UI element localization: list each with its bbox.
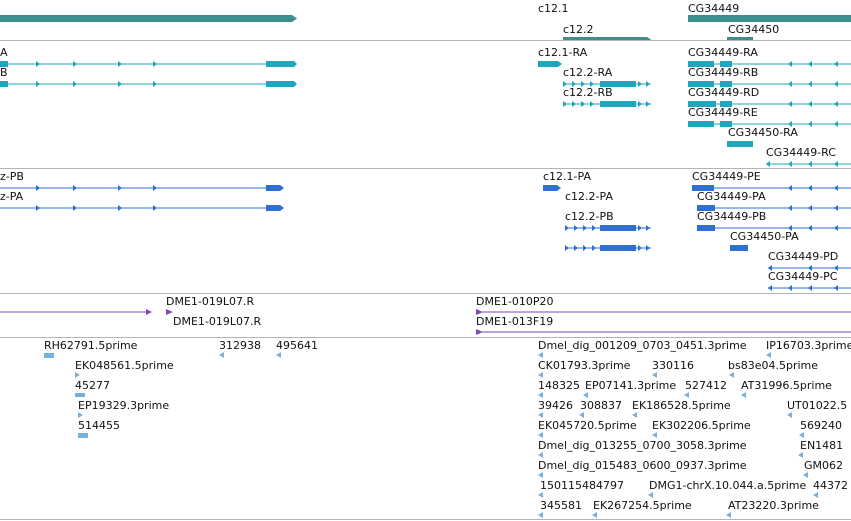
- protein-track: z-PB z-PA c12.1-PA CG34449-PE c12.2-PA C…: [0, 169, 851, 293]
- est-label: EK302206.5prime: [652, 419, 751, 432]
- est-label: AT23220.3prime: [728, 499, 819, 512]
- transcript-label: CG34449-RB: [688, 66, 759, 79]
- protein-label: CG34449-PC: [768, 270, 838, 283]
- track-divider: [0, 293, 851, 294]
- transcript-label: B: [0, 66, 8, 79]
- est-label: 345581: [540, 499, 582, 512]
- protein-label: CG34449-PD: [768, 250, 839, 263]
- transcript-label: c12.2-RA: [563, 66, 613, 79]
- est-label: 495641: [276, 339, 318, 352]
- est-label: 148325: [538, 379, 580, 392]
- track-divider: [0, 40, 851, 41]
- bac-clone-track: DME1-019L07.R DME1-010P20 DME1-019L07.R …: [0, 294, 851, 337]
- est-label: EP07141.3prime: [585, 379, 677, 392]
- est-label: EK186528.5prime: [632, 399, 731, 412]
- protein-label: CG34449-PE: [692, 170, 761, 183]
- est-label: 330116: [652, 359, 694, 372]
- est-label: DMG1-chrX.10.044.a.5prime: [649, 479, 807, 492]
- transcript-track-features: [0, 61, 851, 167]
- est-label: 312938: [219, 339, 261, 352]
- est-label: 39426: [538, 399, 573, 412]
- est-label: 569240: [800, 419, 842, 432]
- est-label: 308837: [580, 399, 622, 412]
- gene-feature[interactable]: [563, 37, 651, 40]
- bac-clone-label: DME1-019L07.R: [173, 315, 262, 328]
- transcript-label: CG34449-RE: [688, 106, 758, 119]
- est-label: EK045720.5prime: [538, 419, 637, 432]
- est-label: EK048561.5prime: [75, 359, 174, 372]
- protein-label: c12.2-PB: [565, 210, 614, 223]
- bac-clone-label: DME1-010P20: [476, 295, 554, 308]
- est-track: RH62791.5prime 312938 495641 Dmel_dig_00…: [0, 338, 851, 521]
- transcript-label: CG34449-RA: [688, 46, 758, 59]
- bac-clone-label: DME1-013F19: [476, 315, 554, 328]
- est-label: AT31996.5prime: [741, 379, 832, 392]
- est-label: EP19329.3prime: [78, 399, 170, 412]
- track-divider: [0, 519, 851, 520]
- est-label: Dmel_dig_015483_0600_0937.3prime: [538, 459, 747, 472]
- gene-label: c12.1: [538, 2, 569, 15]
- gene-label: CG34449: [688, 2, 740, 15]
- est-label: 150115484797: [540, 479, 624, 492]
- protein-track-features: [0, 185, 851, 291]
- gene-track: c12.1 CG34449 c12.2 CG34450: [0, 0, 851, 40]
- protein-label: CG34450-PA: [730, 230, 799, 243]
- est-features: [44, 352, 818, 518]
- est-label: bs83e04.5prime: [728, 359, 819, 372]
- bac-clone-features: [0, 309, 851, 335]
- protein-label: z-PB: [0, 170, 24, 183]
- transcript-label: c12.1-RA: [538, 46, 588, 59]
- est-label: RH62791.5prime: [44, 339, 138, 352]
- protein-label: CG34449-PA: [697, 190, 766, 203]
- gene-track-features: [0, 15, 851, 40]
- est-label: Dmel_dig_001209_0703_0451.3prime: [538, 339, 747, 352]
- est-label: 45277: [75, 379, 110, 392]
- protein-label: c12.1-PA: [543, 170, 591, 183]
- est-label: GM062: [804, 459, 844, 472]
- est-label: Dmel_dig_013255_0700_3058.3prime: [538, 439, 747, 452]
- track-divider: [0, 168, 851, 169]
- est-label: EK267254.5prime: [593, 499, 692, 512]
- transcript-label: A: [0, 46, 8, 59]
- track-divider: [0, 337, 851, 338]
- transcript-label: CG34449-RC: [766, 146, 836, 159]
- bac-clone-label: DME1-019L07.R: [166, 295, 255, 308]
- est-label: IP16703.3prime: [766, 339, 851, 352]
- protein-label: c12.2-PA: [565, 190, 613, 203]
- est-label: 44372: [813, 479, 848, 492]
- gene-feature[interactable]: [0, 15, 297, 22]
- protein-label: CG34449-PB: [697, 210, 767, 223]
- gene-feature[interactable]: [688, 15, 851, 22]
- gene-label: c12.2: [563, 23, 594, 36]
- est-label: EN1481: [800, 439, 844, 452]
- est-label: UT01022.5: [787, 399, 848, 412]
- transcript-label: CG34450-RA: [728, 126, 798, 139]
- protein-label: z-PA: [0, 190, 24, 203]
- transcript-label: c12.2-RB: [563, 86, 613, 99]
- est-label: 527412: [685, 379, 727, 392]
- est-label: CK01793.3prime: [538, 359, 631, 372]
- gene-label: CG34450: [728, 23, 780, 36]
- transcript-label: CG34449-RD: [688, 86, 760, 99]
- est-label: 514455: [78, 419, 120, 432]
- transcript-track: A B c12.1-RA CG34449-RA c12.2-RA CG34449…: [0, 41, 851, 168]
- gene-feature[interactable]: [727, 37, 753, 40]
